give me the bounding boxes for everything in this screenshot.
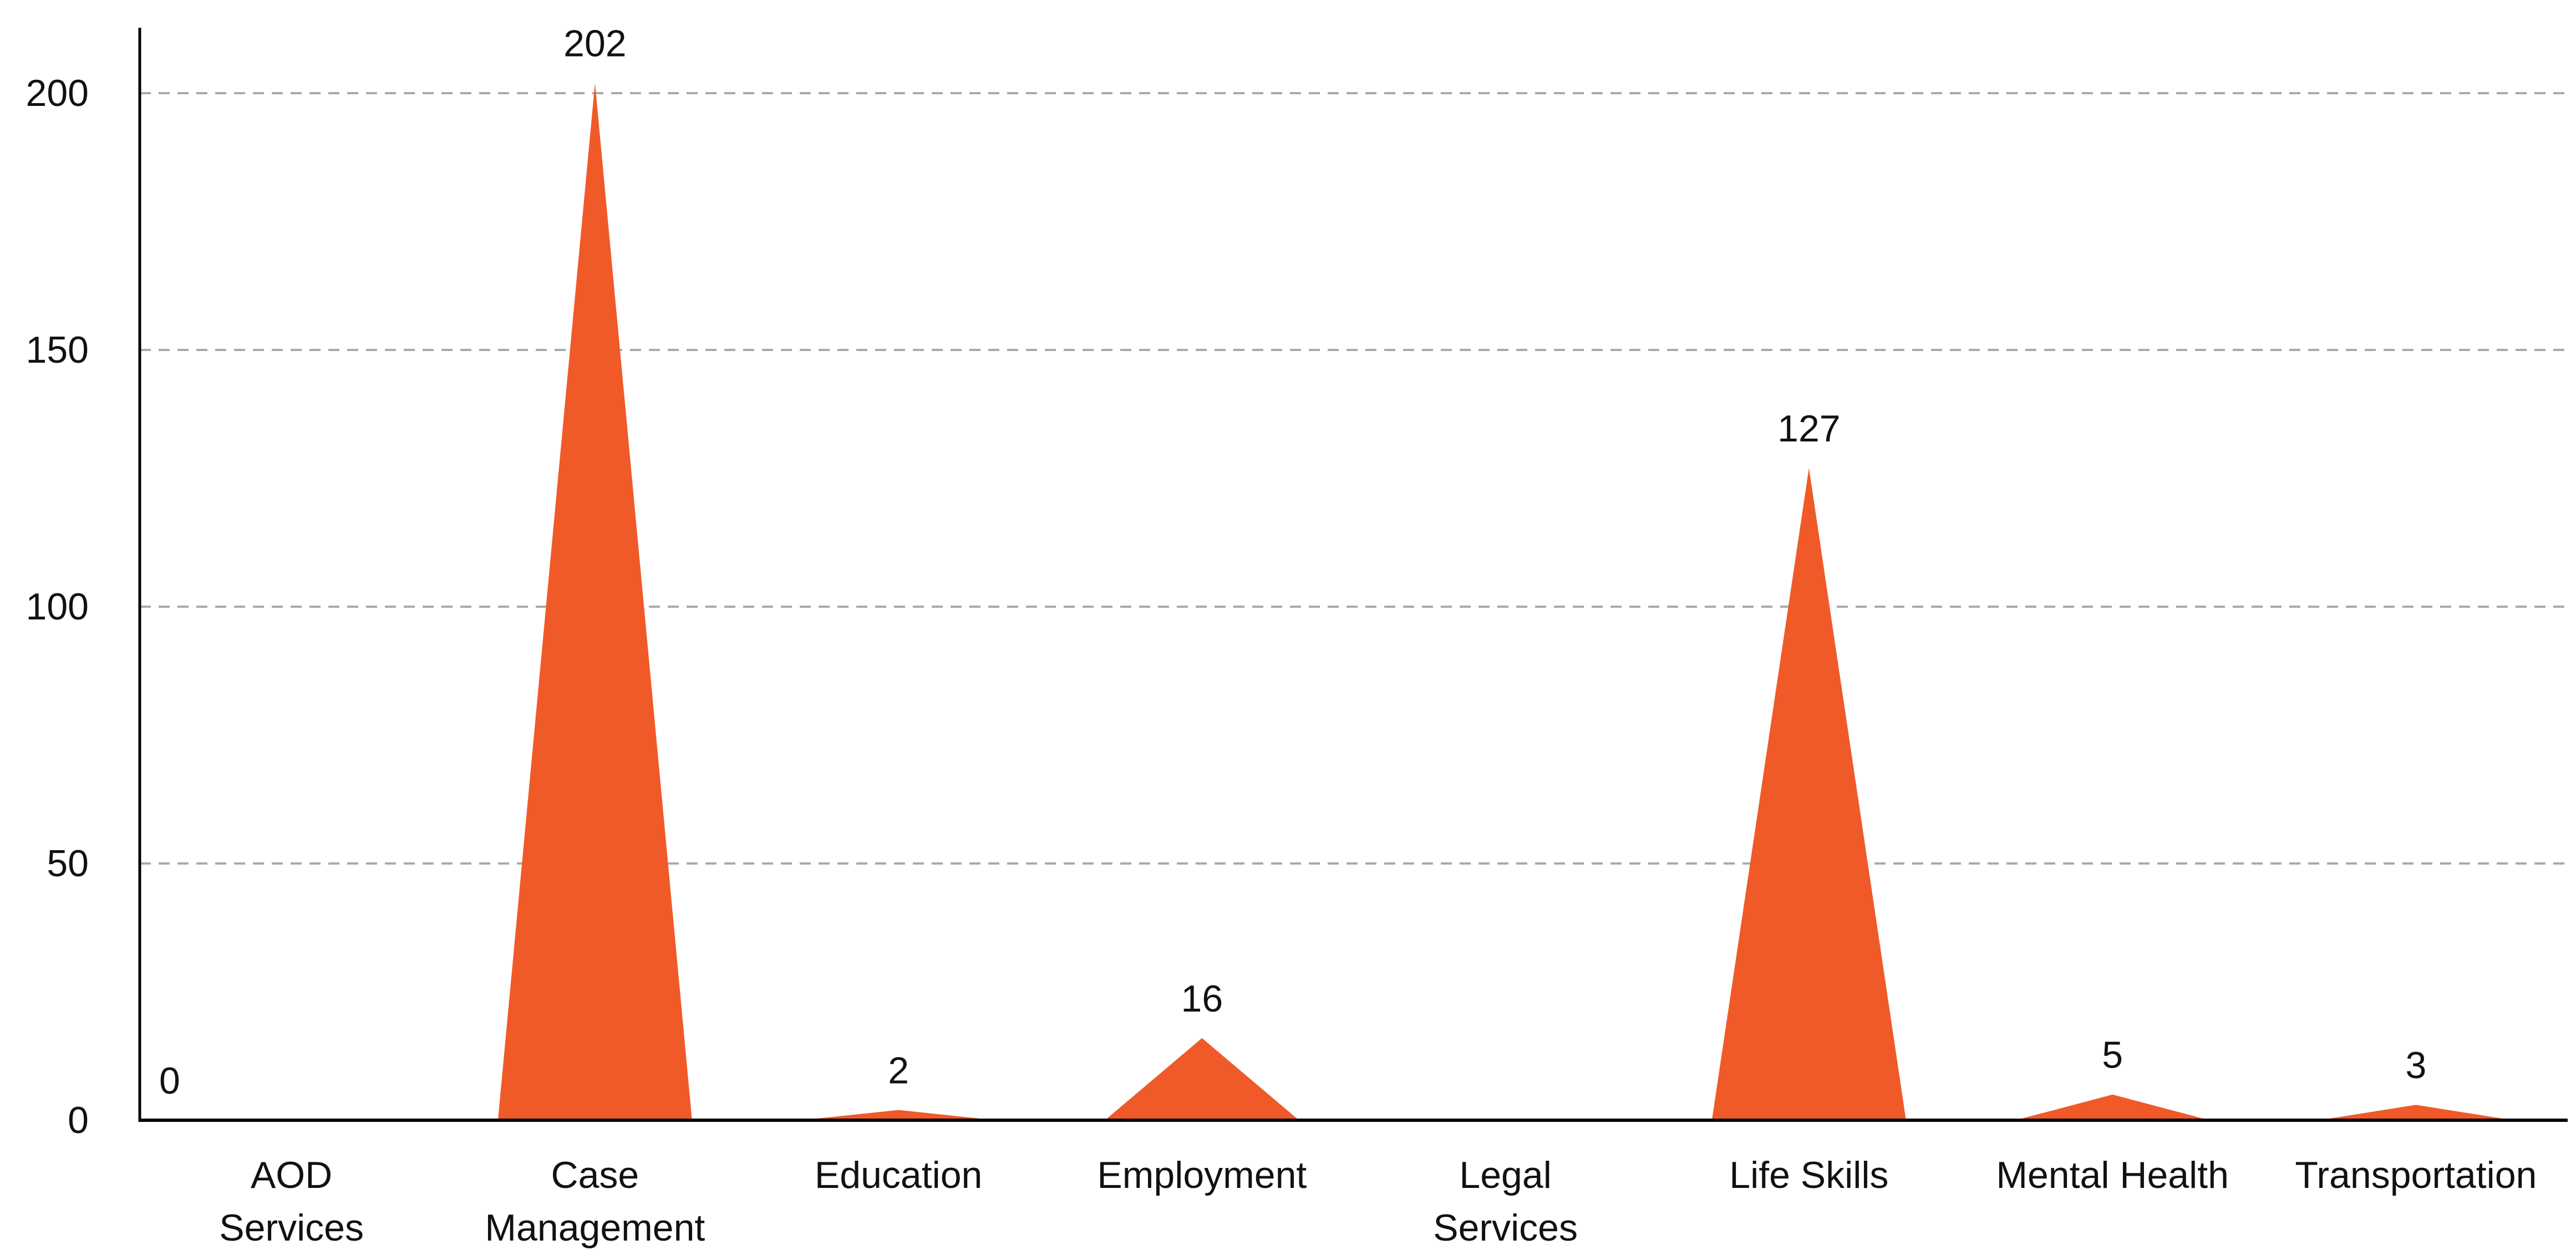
category-label-line: Mental Health: [1996, 1154, 2229, 1196]
data-label-6: 5: [2102, 1034, 2123, 1076]
data-labels: 0 202 2 16 127 5 3: [159, 22, 2426, 1102]
data-label-3: 16: [1181, 978, 1223, 1020]
area-spike-5: [1711, 468, 1906, 1120]
category-label-line: Services: [1433, 1207, 1578, 1249]
data-label-7: 3: [2405, 1044, 2426, 1086]
category-label-line: Management: [485, 1207, 705, 1249]
category-label-line: AOD: [251, 1154, 332, 1196]
axes: [138, 28, 2568, 1122]
category-label-line: Services: [219, 1207, 364, 1249]
category-label-3: Employment: [1097, 1154, 1307, 1196]
y-tick-label-0: 0: [68, 1099, 89, 1141]
category-label-line: Case: [551, 1154, 639, 1196]
y-tick-label-100: 100: [26, 586, 89, 628]
data-marks: [497, 83, 2513, 1121]
category-label-line: Education: [815, 1154, 982, 1196]
category-label-7: Transportation: [2295, 1154, 2537, 1196]
y-axis-ticks: 0 50 100 150 200: [26, 72, 89, 1141]
data-label-0: 0: [159, 1060, 180, 1102]
y-tick-label-200: 200: [26, 72, 89, 114]
data-label-1: 202: [563, 22, 626, 64]
area-spike-7: [2319, 1105, 2513, 1120]
area-spike-1: [497, 83, 692, 1121]
data-label-2: 2: [888, 1049, 909, 1091]
y-tick-label-150: 150: [26, 329, 89, 371]
data-label-5: 127: [1777, 408, 1840, 450]
category-label-line: Transportation: [2295, 1154, 2537, 1196]
category-label-4: Legal Services: [1433, 1154, 1578, 1249]
area-spike-2: [801, 1110, 996, 1120]
category-label-1: Case Management: [485, 1154, 705, 1249]
x-axis-categories: AOD Services Case Management Education Employ…: [219, 1154, 2537, 1249]
category-label-line: Legal: [1459, 1154, 1551, 1196]
y-tick-label-50: 50: [47, 842, 89, 885]
category-label-2: Education: [815, 1154, 982, 1196]
category-label-6: Mental Health: [1996, 1154, 2229, 1196]
gridlines: [140, 92, 2568, 865]
category-label-0: AOD Services: [219, 1154, 364, 1249]
category-label-line: Employment: [1097, 1154, 1307, 1196]
area-spike-6: [2015, 1094, 2210, 1120]
area-spike-3: [1105, 1038, 1299, 1120]
category-label-5: Life Skills: [1729, 1154, 1888, 1196]
category-label-line: Life Skills: [1729, 1154, 1888, 1196]
